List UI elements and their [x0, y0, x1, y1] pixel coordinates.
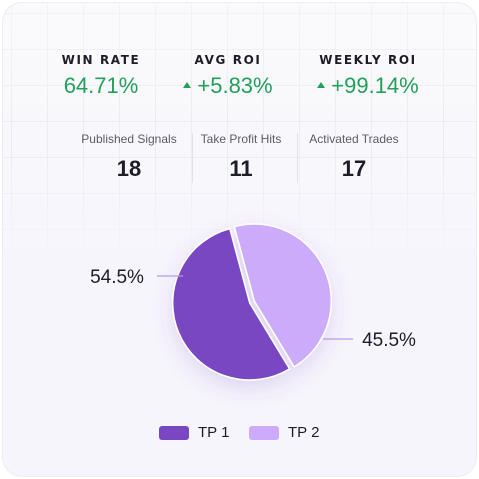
kpi-value: +5.83% [153, 72, 303, 100]
kpi-value-text: +99.14% [331, 73, 419, 98]
stat-label: Published Signals [81, 132, 177, 146]
up-triangle-icon [183, 82, 192, 89]
stat-label: Activated Trades [309, 132, 399, 146]
pie-slice-tp2[interactable] [233, 223, 333, 368]
kpi-label: WIN RATE [61, 53, 141, 67]
kpi-label: WEEKLY ROI [319, 53, 417, 67]
kpi-weekly-roi: WEEKLY ROI +99.14% [293, 51, 443, 100]
legend-swatch [159, 426, 189, 440]
kpi-value: 64.71% [26, 72, 176, 100]
stats-row: Published Signals 18 Take Profit Hits 11… [3, 131, 476, 191]
kpi-avg-roi: AVG ROI +5.83% [153, 51, 303, 100]
legend-label: TP 1 [198, 424, 230, 441]
kpi-row: WIN RATE 64.71% AVG ROI +5.83% WEEKLY RO… [3, 51, 476, 111]
kpi-value: +99.14% [293, 72, 443, 100]
stat-label: Take Profit Hits [200, 132, 282, 146]
stat-activated-trades: Activated Trades 17 [300, 131, 408, 182]
stat-take-profit-hits: Take Profit Hits 11 [187, 131, 295, 182]
pie-slice-tp1[interactable] [171, 227, 291, 381]
data-label-tp1: 54.5% [90, 267, 144, 288]
pie-chart: 54.5% 45.5% [90, 223, 416, 381]
legend-swatch [249, 426, 279, 440]
divider [192, 133, 193, 183]
kpi-value-text: 64.71% [63, 73, 139, 98]
divider [297, 133, 298, 183]
kpi-label: AVG ROI [194, 53, 262, 67]
stat-value: 17 [341, 156, 367, 181]
data-label-tp2: 45.5% [362, 330, 416, 351]
chart-legend: TP 1 TP 2 [3, 423, 476, 445]
stat-value: 11 [229, 156, 253, 181]
kpi-value-text: +5.83% [197, 73, 273, 98]
kpi-win-rate: WIN RATE 64.71% [26, 51, 176, 100]
legend-label: TP 2 [288, 424, 320, 441]
stat-value: 18 [116, 156, 142, 181]
up-triangle-icon [317, 82, 326, 89]
stat-published-signals: Published Signals 18 [75, 131, 183, 182]
